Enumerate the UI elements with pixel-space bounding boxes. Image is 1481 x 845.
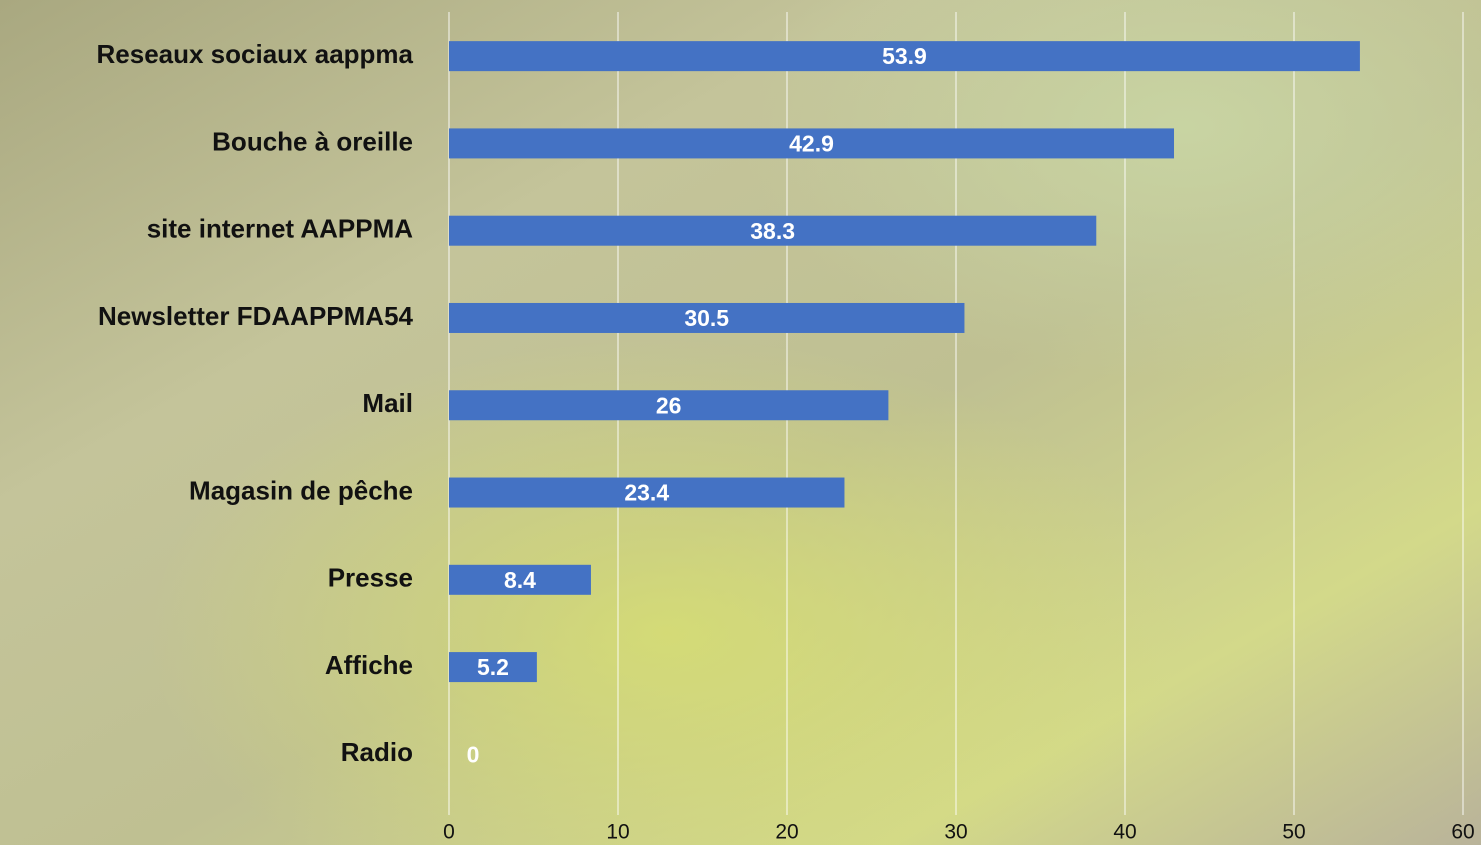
bar [449, 564, 591, 595]
data-label: 0 [467, 741, 480, 767]
y-tick-label: Mail [362, 388, 413, 418]
y-tick-label: Magasin de pêche [189, 475, 413, 505]
data-label: 5.2 [477, 654, 509, 680]
data-label: 38.3 [750, 218, 795, 244]
x-tick-label: 50 [1282, 821, 1305, 844]
x-tick-label: 0 [443, 821, 455, 844]
bar [449, 302, 965, 333]
x-tick-label: 40 [1113, 821, 1136, 844]
data-label: 53.9 [882, 43, 927, 69]
data-label: 23.4 [624, 480, 669, 506]
bar [449, 215, 1097, 246]
bar [449, 41, 1360, 72]
bar [449, 390, 889, 421]
x-tick-label: 60 [1451, 821, 1474, 844]
data-label: 30.5 [684, 305, 729, 331]
y-tick-label: Radio [341, 737, 413, 767]
bar [449, 128, 1175, 159]
y-tick-label: site internet AAPPMA [147, 214, 414, 244]
data-label: 26 [656, 392, 682, 418]
bar [449, 477, 845, 508]
y-tick-label: Presse [328, 563, 413, 593]
plot: 0 10 20 30 40 50 60 Reseaux sociaux aappma 53.9 B… [97, 12, 1475, 844]
bar [449, 652, 537, 683]
x-tick-label: 10 [606, 821, 629, 844]
data-label: 8.4 [504, 567, 536, 593]
y-tick-label: Affiche [325, 650, 413, 680]
y-tick-label: Reseaux sociaux aappma [97, 39, 414, 69]
data-label: 42.9 [789, 130, 834, 156]
y-tick-label: Bouche à oreille [212, 126, 413, 156]
x-tick-label: 30 [944, 821, 967, 844]
y-tick-label: Newsletter FDAAPPMA54 [98, 301, 414, 331]
x-tick-label: 20 [775, 821, 798, 844]
